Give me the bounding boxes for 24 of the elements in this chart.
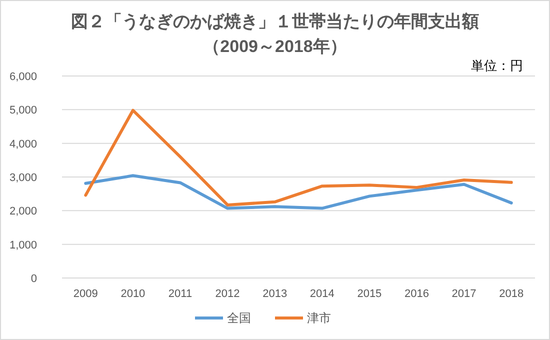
x-tick-label: 2016 — [404, 288, 429, 300]
x-tick-label: 2013 — [262, 288, 288, 300]
x-tick-label: 2015 — [357, 288, 382, 300]
x-tick-label: 2017 — [452, 288, 476, 300]
text: 単位：円 — [471, 58, 523, 73]
y-tick-label: 3,000 — [9, 172, 37, 184]
legend-label: 津市 — [307, 311, 331, 325]
line-series — [84, 174, 513, 210]
chart-title: 図２「うなぎのかば焼き」１世帯当たりの年間支出額 — [71, 12, 479, 31]
y-tick-label: 2,000 — [9, 206, 37, 218]
y-tick-label: 1,000 — [9, 239, 37, 252]
x-tick-label: 2009 — [73, 288, 98, 300]
x-tick-label: 2012 — [215, 288, 240, 300]
x-tick-label: 2014 — [310, 288, 334, 300]
line-series — [84, 108, 513, 206]
legend-label: 全国 — [227, 311, 251, 325]
y-tick-label: 6,000 — [9, 71, 37, 83]
y-tick-label: 5,000 — [9, 104, 37, 117]
y-tick-label: 0 — [30, 273, 37, 285]
x-tick-label: 2011 — [168, 288, 192, 300]
chart-subtitle: （2009～2018年） — [203, 37, 347, 56]
x-tick-label: 2010 — [120, 288, 146, 300]
y-tick-label: 4,000 — [9, 138, 37, 150]
x-tick-label: 2018 — [499, 288, 524, 300]
